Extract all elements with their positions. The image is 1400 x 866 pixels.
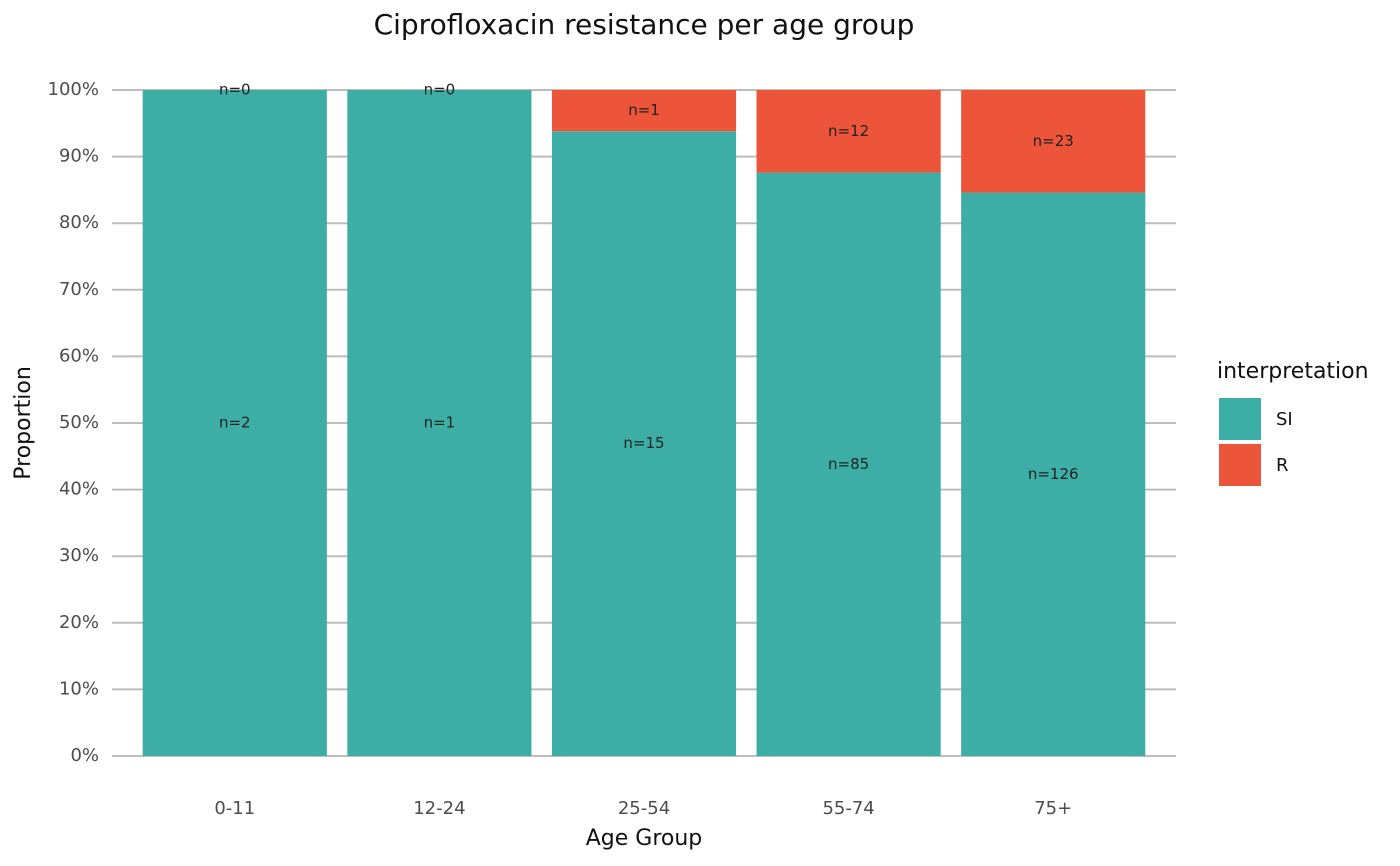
legend-key [1219, 398, 1261, 440]
y-tick-label: 0% [70, 745, 99, 766]
y-tick-label: 50% [59, 412, 99, 433]
x-tick-label: 12-24 [413, 798, 465, 819]
y-tick-label: 80% [59, 212, 99, 233]
y-tick-label: 10% [59, 678, 99, 699]
count-label: n=0 [219, 81, 251, 99]
bar-segment [142, 90, 327, 756]
x-tick-label: 0-11 [214, 798, 255, 819]
x-tick-label: 75+ [1034, 798, 1072, 819]
count-label: n=12 [828, 122, 869, 140]
bar-segment [551, 131, 737, 757]
bar-segment [347, 90, 532, 756]
legend-label: SI [1276, 409, 1293, 430]
count-label: n=1 [628, 101, 660, 119]
y-tick-label: 60% [59, 345, 99, 366]
count-label: n=2 [219, 414, 251, 432]
bar-segment [961, 192, 1146, 757]
chart-title: Ciprofloxacin resistance per age group [374, 8, 915, 41]
bar-segment [756, 172, 941, 757]
y-tick-label: 40% [59, 479, 99, 500]
bar-segment [756, 90, 941, 173]
y-tick-label: 70% [59, 279, 99, 300]
y-axis-title: Proportion [11, 366, 36, 480]
bar-segment [551, 90, 737, 132]
count-label: n=1 [424, 414, 456, 432]
count-label: n=85 [828, 455, 869, 473]
y-tick-label: 20% [59, 612, 99, 633]
x-tick-label: 25-54 [618, 798, 670, 819]
legend-title: interpretation [1217, 359, 1369, 384]
legend-label: R [1276, 455, 1289, 476]
count-label: n=23 [1033, 132, 1074, 150]
legend-key [1219, 444, 1261, 486]
bar-segment [961, 90, 1146, 193]
count-label: n=0 [424, 81, 456, 99]
y-tick-label: 90% [59, 146, 99, 167]
count-label: n=126 [1028, 465, 1079, 483]
y-tick-label: 100% [48, 79, 99, 100]
count-label: n=15 [623, 434, 664, 452]
y-tick-label: 30% [59, 545, 99, 566]
x-axis-title: Age Group [586, 826, 703, 851]
x-tick-label: 55-74 [822, 798, 874, 819]
